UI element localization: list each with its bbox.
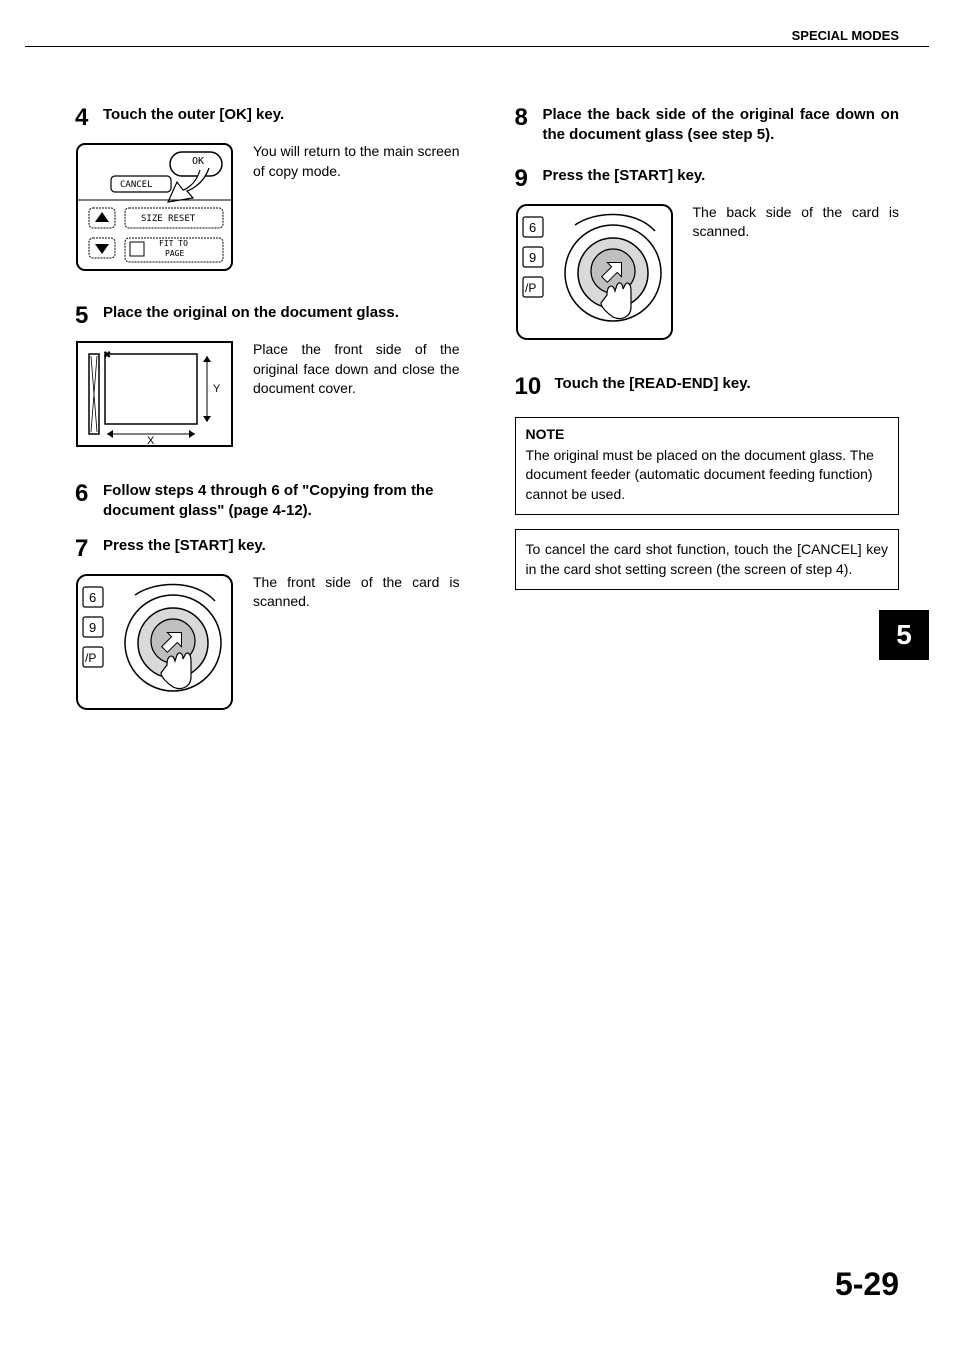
step-4-heading: 4 Touch the outer [OK] key. — [75, 105, 460, 130]
step-number: 8 — [515, 105, 543, 146]
content-area: 4 Touch the outer [OK] key. OK CANCEL — [75, 105, 899, 1291]
step-title: Touch the outer [OK] key. — [103, 105, 284, 130]
step-title: Place the back side of the original face… — [543, 105, 900, 146]
left-column: 4 Touch the outer [OK] key. OK CANCEL — [75, 105, 460, 1291]
step-number: 7 — [75, 536, 103, 561]
svg-text:PAGE: PAGE — [165, 249, 184, 258]
cancel-text: To cancel the card shot function, touch … — [526, 541, 889, 577]
svg-text:/P: /P — [525, 281, 536, 295]
step-5-heading: 5 Place the original on the document gla… — [75, 303, 460, 328]
step-7-desc: The front side of the card is scanned. — [253, 573, 460, 718]
chapter-tab: 5 — [879, 610, 929, 660]
svg-text:FIT TO: FIT TO — [159, 239, 188, 248]
step-5-body: ✖ X Y Place the front side of the origin… — [75, 340, 460, 455]
step-title: Follow steps 4 through 6 of "Copying fro… — [103, 481, 460, 522]
step-9-heading: 9 Press the [START] key. — [515, 166, 900, 191]
note-box: NOTE The original must be placed on the … — [515, 417, 900, 516]
svg-text:6: 6 — [89, 590, 96, 605]
note-text: The original must be placed on the docum… — [526, 446, 889, 505]
step-7-body: 6 9 /P The front side of the card is sca… — [75, 573, 460, 718]
step-6-heading: 6 Follow steps 4 through 6 of "Copying f… — [75, 481, 460, 522]
step-8-heading: 8 Place the back side of the original fa… — [515, 105, 900, 146]
step-9-body: 6 9 /P The back side of the card is scan… — [515, 203, 900, 348]
step-title: Press the [START] key. — [543, 166, 706, 191]
step-4-desc: You will return to the main screen of co… — [253, 142, 460, 277]
size-reset-label: SIZE RESET — [141, 214, 196, 224]
step-5-desc: Place the front side of the original fac… — [253, 340, 460, 455]
step-4-body: OK CANCEL SIZE RESET — [75, 142, 460, 277]
svg-text:9: 9 — [529, 250, 536, 265]
step-7-heading: 7 Press the [START] key. — [75, 536, 460, 561]
ok-panel-figure: OK CANCEL SIZE RESET — [75, 142, 235, 277]
step-number: 5 — [75, 303, 103, 328]
step-title: Press the [START] key. — [103, 536, 266, 561]
ok-label: OK — [192, 156, 204, 167]
start-panel-figure-2: 6 9 /P — [515, 203, 675, 348]
glass-figure: ✖ X Y — [75, 340, 235, 455]
step-number: 4 — [75, 105, 103, 130]
y-axis-label: Y — [213, 383, 221, 395]
note-label: NOTE — [526, 426, 889, 442]
header-title: SPECIAL MODES — [792, 28, 899, 43]
cancel-label: CANCEL — [120, 180, 153, 190]
page-number: 5-29 — [835, 1266, 899, 1303]
svg-text:6: 6 — [529, 220, 536, 235]
step-title: Place the original on the document glass… — [103, 303, 399, 328]
step-number: 9 — [515, 166, 543, 191]
right-column: 8 Place the back side of the original fa… — [515, 105, 900, 1291]
step-number: 6 — [75, 481, 103, 522]
svg-text:/P: /P — [85, 651, 96, 665]
svg-text:✖: ✖ — [103, 350, 111, 361]
svg-text:9: 9 — [89, 620, 96, 635]
start-panel-figure: 6 9 /P — [75, 573, 235, 718]
step-title: Touch the [READ-END] key. — [555, 374, 751, 399]
x-axis-label: X — [147, 435, 155, 447]
header-rule — [25, 46, 929, 47]
step-number: 10 — [515, 374, 555, 399]
step-10-heading: 10 Touch the [READ-END] key. — [515, 374, 900, 399]
cancel-box: To cancel the card shot function, touch … — [515, 529, 900, 590]
step-9-desc: The back side of the card is scanned. — [693, 203, 900, 348]
